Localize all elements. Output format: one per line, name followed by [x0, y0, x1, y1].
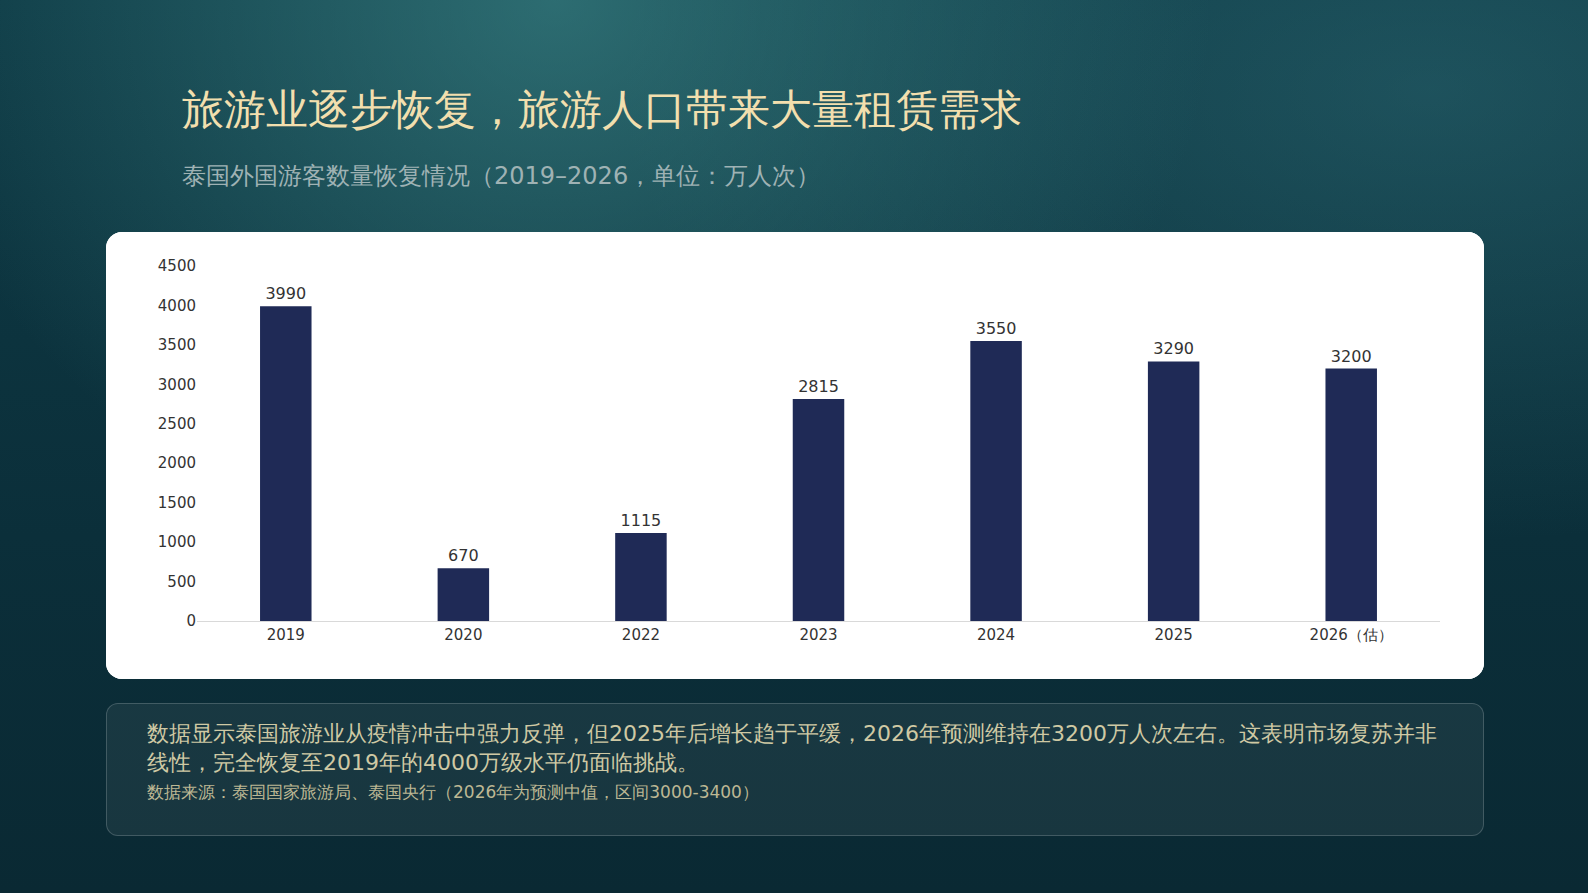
- svg-text:3000: 3000: [158, 376, 196, 394]
- svg-text:2500: 2500: [158, 415, 196, 433]
- svg-text:2024: 2024: [977, 626, 1015, 644]
- svg-text:1000: 1000: [158, 533, 196, 551]
- html-text:泰国外国游客数量恢复情况（2019–2026，单位：万人次）: 泰国外国游客数量恢复情况（2019–2026，单位：万人次）: [182, 162, 821, 190]
- svg-text:3550: 3550: [976, 319, 1017, 338]
- svg-text:2023: 2023: [799, 626, 837, 644]
- svg-text:2025: 2025: [1155, 626, 1193, 644]
- html-text:数据来源：泰国国家旅游局、泰国央行（2026年为预测中值，区: 数据来源：泰国国家旅游局、泰国央行（2026年为预测中值，区间3000-3400…: [147, 782, 759, 803]
- svg-text:4500: 4500: [158, 257, 196, 275]
- svg-text:670: 670: [448, 546, 479, 565]
- svg-text:0: 0: [186, 612, 196, 630]
- svg-text:1500: 1500: [158, 494, 196, 512]
- svg-text:2026（估）: 2026（估）: [1310, 626, 1393, 644]
- svg-text:2000: 2000: [158, 454, 196, 472]
- svg-text:2815: 2815: [798, 377, 839, 396]
- svg-text:500: 500: [167, 573, 196, 591]
- svg-text:3990: 3990: [265, 284, 306, 303]
- svg-text:3290: 3290: [1153, 339, 1194, 358]
- svg-text:4000: 4000: [158, 297, 196, 315]
- html-text:旅游业逐步恢复，旅游人口带来大量租赁需求: 旅游业逐步恢复，旅游人口带来大量租赁需求: [182, 85, 1022, 134]
- svg-text:2022: 2022: [622, 626, 660, 644]
- html-text:数据显示泰国旅游业从疫情冲击中强力反弹，但2025年后增长趋: 数据显示泰国旅游业从疫情冲击中强力反弹，但2025年后增长趋于平缓，2026年预…: [147, 721, 1437, 775]
- svg-text:3200: 3200: [1331, 347, 1372, 366]
- svg-text:3500: 3500: [158, 336, 196, 354]
- svg-text:1115: 1115: [621, 511, 662, 530]
- svg-text:2019: 2019: [267, 626, 305, 644]
- svg-text:2020: 2020: [444, 626, 482, 644]
